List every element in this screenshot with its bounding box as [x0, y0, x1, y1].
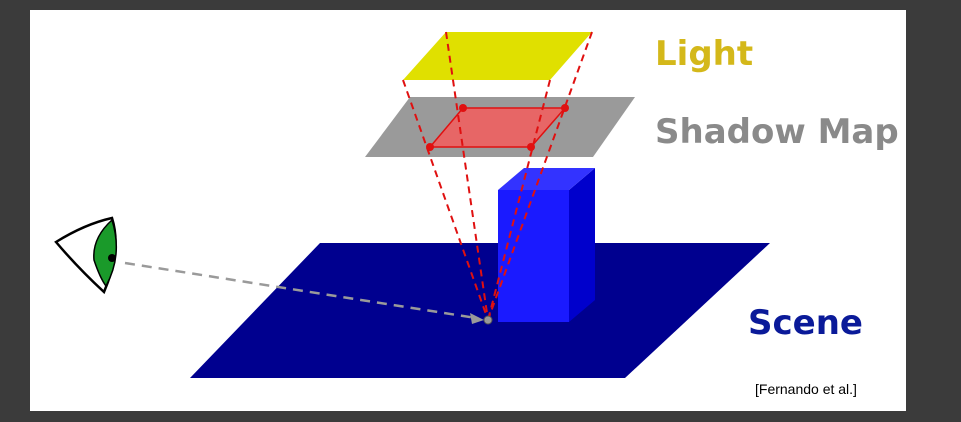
light-label: Light [655, 34, 753, 74]
box-front [498, 190, 569, 322]
shadow-mapping-diagram: Light Shadow Map Scene [Fernando et al.] [54, 31, 899, 397]
view-ray-arrowhead [470, 313, 484, 324]
light-plane [403, 32, 592, 80]
diagram-frame: Light Shadow Map Scene [Fernando et al.] [30, 10, 906, 411]
scene-point [483, 315, 493, 325]
citation-text: [Fernando et al.] [755, 381, 857, 397]
box-side [569, 168, 595, 322]
scene-label: Scene [748, 303, 863, 343]
shadow-map-label: Shadow Map [655, 112, 899, 152]
scene-plane [190, 243, 770, 378]
shadow-map-region [430, 108, 565, 147]
light-frustum-lines [402, 31, 593, 321]
view-ray [124, 261, 477, 320]
shadow-map-corner-dots [426, 104, 569, 151]
eye-icon [54, 216, 117, 295]
